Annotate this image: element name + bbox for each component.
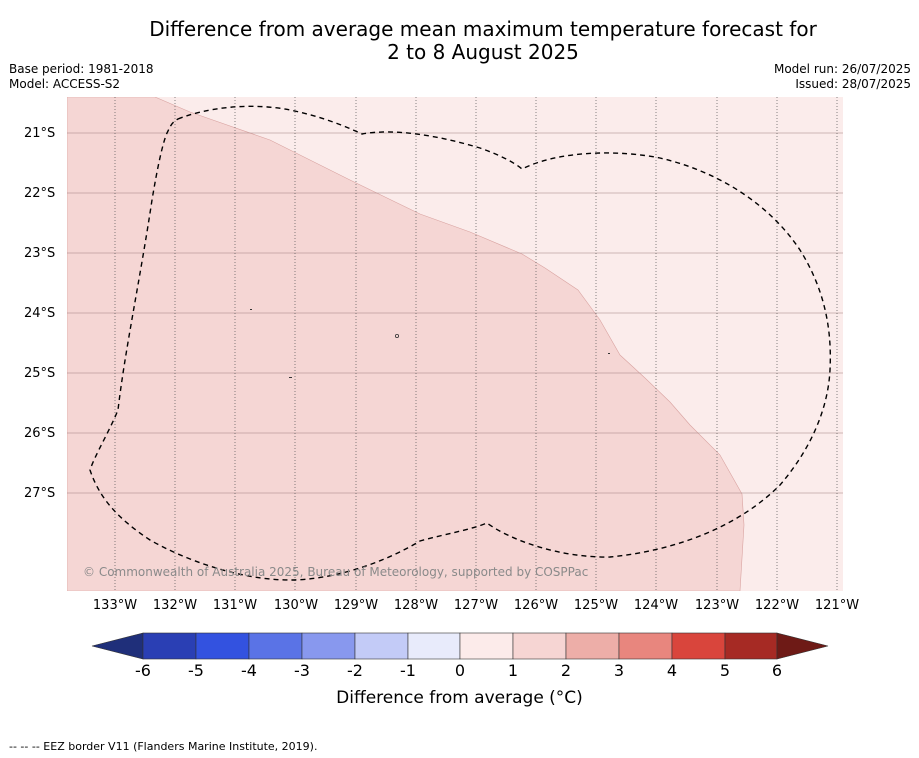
colorbar-bin-9 [565, 632, 620, 660]
colorbar-tick: 1 [507, 661, 519, 680]
island-1 [250, 309, 252, 310]
lat-label-21s: 21°S [24, 126, 56, 141]
colorbar-bin-1 [142, 632, 197, 660]
lon-label-121w: 121°W [814, 598, 860, 613]
lat-label-27s: 27°S [24, 486, 56, 501]
lon-label-129w: 129°W [333, 598, 379, 613]
lon-label-128w: 128°W [393, 598, 439, 613]
colorbar-tick: 2 [560, 661, 572, 680]
lon-gridlines [114, 97, 838, 591]
colorbar-bin-11 [671, 632, 726, 660]
lat-label-25s: 25°S [24, 366, 56, 381]
title-line-2: 2 to 8 August 2025 [387, 40, 579, 64]
islands [250, 309, 610, 378]
anomaly-region-1-2 [67, 97, 745, 591]
model-name: Model: ACCESS-S2 [9, 77, 121, 91]
colorbar-tick: -3 [294, 661, 310, 680]
colorbar-tick: -6 [135, 661, 151, 680]
model-run: Model run: 26/07/2025 [773, 62, 911, 76]
colorbar-tick: 4 [666, 661, 678, 680]
eez-border [89, 105, 832, 581]
lon-label-125w: 125°W [573, 598, 619, 613]
island-3 [608, 353, 610, 354]
colorbar-label: Difference from average (°C) [336, 688, 583, 708]
colorbar-bin-3 [248, 632, 303, 660]
colorbar-bin-8 [512, 632, 567, 660]
colorbar-bin-2 [195, 632, 250, 660]
colorbar-extend-low [91, 632, 144, 660]
title-line-1: Difference from average mean maximum tem… [149, 17, 817, 41]
issued-date: Issued: 28/07/2025 [795, 77, 911, 91]
lon-label-124w: 124°W [633, 598, 679, 613]
colorbar-tick: 6 [771, 661, 783, 680]
eez-footnote: -- -- -- EEZ border V11 (Flanders Marine… [9, 740, 318, 753]
lat-label-22s: 22°S [24, 186, 56, 201]
colorbar-bin-7 [459, 632, 514, 660]
lat-label-24s: 24°S [24, 306, 56, 321]
lon-label-126w: 126°W [513, 598, 559, 613]
lon-label-130w: 130°W [273, 598, 319, 613]
colorbar-bin-12 [724, 632, 778, 660]
lat-gridlines [67, 132, 843, 494]
meta-right: Model run: 26/07/2025 Issued: 28/07/2025 [774, 62, 911, 92]
lon-label-132w: 132°W [152, 598, 198, 613]
base-period: Base period: 1981-2018 [9, 62, 154, 76]
colorbar [91, 632, 829, 660]
copyright-notice: © Commonwealth of Australia 2025, Bureau… [83, 565, 589, 579]
lon-label-131w: 131°W [212, 598, 258, 613]
map-title: Difference from average mean maximum tem… [60, 18, 906, 64]
lon-label-133w: 133°W [92, 598, 138, 613]
colorbar-bin-6 [407, 632, 461, 660]
island-2 [289, 377, 292, 378]
colorbar-tick: -4 [241, 661, 257, 680]
island-4 [394, 333, 399, 338]
colorbar-tick: 3 [613, 661, 625, 680]
colorbar-tick: 5 [719, 661, 731, 680]
lon-label-122w: 122°W [754, 598, 800, 613]
lon-label-127w: 127°W [453, 598, 499, 613]
colorbar-extend-high [776, 632, 829, 660]
colorbar-bin-4 [301, 632, 356, 660]
lon-label-123w: 123°W [694, 598, 740, 613]
colorbar-bin-10 [618, 632, 673, 660]
meta-left: Base period: 1981-2018 Model: ACCESS-S2 [9, 62, 154, 92]
colorbar-tick: -1 [400, 661, 416, 680]
colorbar-tick: -2 [347, 661, 363, 680]
lat-label-26s: 26°S [24, 426, 56, 441]
lat-label-23s: 23°S [24, 246, 56, 261]
colorbar-tick: -5 [188, 661, 204, 680]
colorbar-bin-5 [354, 632, 409, 660]
colorbar-tick: 0 [454, 661, 466, 680]
map-area [67, 97, 843, 591]
